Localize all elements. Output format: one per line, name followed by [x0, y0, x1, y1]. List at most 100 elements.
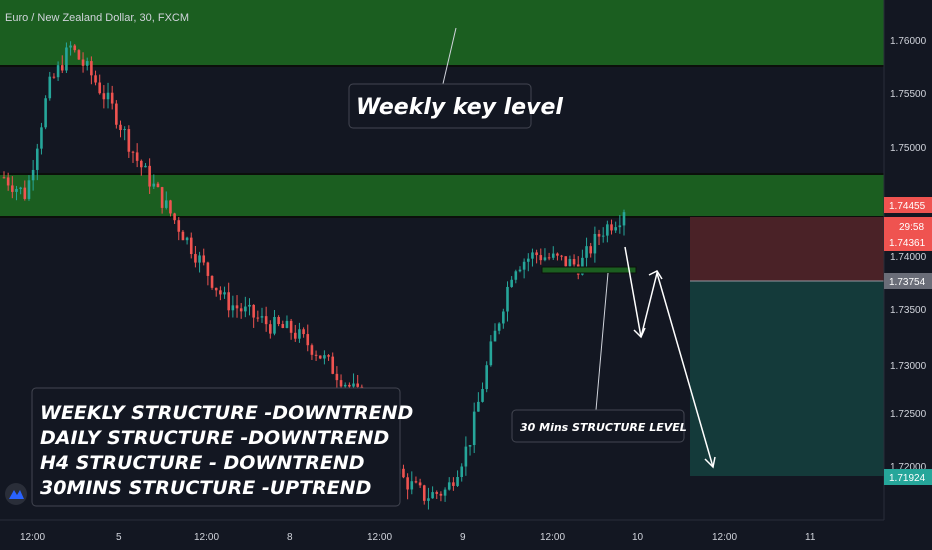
candle-body [468, 445, 472, 447]
candle-body [439, 493, 443, 496]
symbol-title[interactable]: Euro / New Zealand Dollar, 30, FXCM [5, 12, 189, 24]
candle-body [564, 256, 568, 267]
candle-body [460, 466, 464, 477]
candle-body [601, 235, 605, 237]
weekly-key-level-callout[interactable] [348, 83, 532, 129]
candle-body [173, 213, 176, 221]
candle-body [27, 180, 31, 199]
time-label-8: 8 [287, 532, 293, 543]
structure-line-weekly: WEEKLY STRUCTURE -DOWNTREND [40, 402, 413, 424]
structure-level-pointer [595, 272, 609, 411]
price-axis[interactable] [884, 0, 932, 520]
candle-body [98, 82, 102, 94]
candle-body [539, 255, 543, 261]
structure-line-h4: H4 STRUCTURE - DOWNTREND [40, 452, 365, 474]
last-price-tag [884, 197, 932, 213]
candle-body [260, 316, 264, 318]
candle-body [285, 320, 289, 328]
countdown-tag [884, 217, 932, 251]
candle-body [210, 275, 214, 288]
candle-body [164, 200, 168, 208]
projection-path[interactable] [624, 246, 714, 468]
candle-body [410, 481, 414, 490]
candle-body [302, 329, 305, 335]
candle-body [115, 103, 118, 125]
structure-line-30m: 30MINS STRUCTURE -UPTREND [40, 477, 371, 499]
candle-body [11, 185, 14, 192]
candle-body [477, 401, 480, 412]
time-label-12-00: 12:00 [712, 532, 737, 543]
candle-body [81, 59, 85, 66]
candle-body [189, 237, 193, 255]
candle-body [2, 177, 6, 179]
candle-body [414, 481, 418, 483]
candle-body [90, 61, 93, 76]
candle-body [252, 304, 255, 318]
candle-body [119, 124, 122, 131]
candle-body [110, 92, 114, 104]
candle-body [244, 306, 247, 312]
candle-body [60, 65, 64, 71]
candle-body [256, 317, 260, 319]
candle-body [352, 383, 355, 387]
price-label-1-75500: 1.75500 [890, 89, 927, 100]
candle-body [35, 148, 39, 170]
candle-body [622, 212, 626, 226]
candle-body [339, 380, 343, 387]
candle-body [535, 252, 538, 256]
weekly-key-level-zone[interactable] [0, 0, 884, 66]
candle-body [181, 231, 185, 241]
candle-body [597, 233, 601, 237]
candle-body [464, 446, 468, 467]
candle-body [493, 330, 497, 342]
supply-zone[interactable] [0, 174, 884, 217]
candle-body [427, 498, 430, 501]
candle-body [19, 187, 22, 189]
candle-body [152, 183, 156, 187]
candle-body [593, 233, 597, 254]
candle-body [306, 334, 310, 346]
structure-level-text: 30 Mins STRUCTURE LEVEL [520, 421, 687, 434]
candle-body [481, 389, 484, 402]
structure-line-daily: DAILY STRUCTURE -DOWNTREND [40, 427, 389, 449]
candle-body [123, 129, 126, 131]
candle-body [281, 324, 285, 328]
candle-body [606, 224, 609, 236]
candle-body [310, 345, 314, 355]
entry-price-tag-text: 1.73754 [889, 277, 926, 288]
structure-level-callout[interactable] [511, 409, 685, 443]
candle-body [526, 258, 530, 262]
candle-body [331, 356, 335, 374]
candle-body [194, 254, 197, 263]
structure-summary-callout[interactable] [31, 387, 401, 507]
candle-body [140, 160, 143, 168]
candle-body [443, 489, 447, 496]
stop-loss-zone[interactable] [690, 217, 884, 281]
candle-body [318, 355, 322, 359]
time-label-12-00: 12:00 [540, 532, 565, 543]
candle-body [214, 287, 218, 291]
structure-level-zone[interactable] [541, 266, 637, 274]
tradingview-logo-icon[interactable] [5, 483, 27, 505]
price-label-1-76000: 1.76000 [890, 36, 927, 47]
candle-body [447, 482, 451, 490]
candle-body [169, 200, 172, 214]
price-label-1-73500: 1.73500 [890, 305, 927, 316]
candle-body [418, 482, 422, 486]
candle-body [489, 341, 493, 366]
candle-body [514, 271, 518, 280]
time-axis[interactable] [0, 520, 884, 550]
candle-body [522, 261, 526, 270]
price-label-1-73000: 1.73000 [890, 361, 927, 372]
candle-body [456, 476, 459, 486]
candle-body [581, 257, 584, 275]
candle-body [202, 255, 206, 263]
candle-body [560, 255, 563, 257]
take-profit-zone[interactable] [690, 281, 884, 476]
candle-body [298, 329, 301, 339]
candle-body [406, 477, 409, 490]
candle-body [52, 76, 56, 78]
candle-body [160, 187, 164, 208]
candle-body [65, 47, 68, 71]
